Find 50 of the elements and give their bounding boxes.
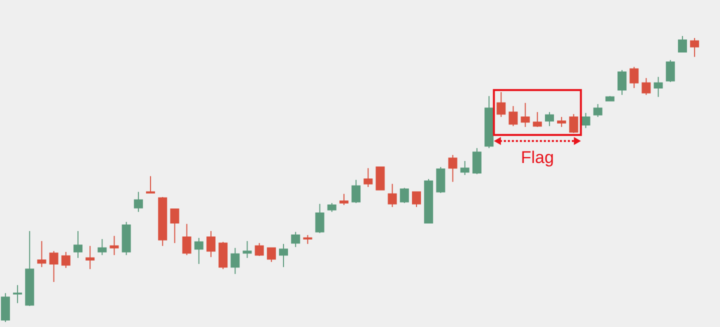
candlestick — [146, 176, 156, 194]
candlestick — [557, 116, 566, 128]
candlestick — [86, 245, 95, 270]
candlestick — [254, 242, 264, 256]
candlestick — [242, 240, 252, 258]
candlestick — [13, 284, 22, 304]
candlestick — [581, 112, 590, 129]
candlestick — [37, 240, 46, 268]
candlestick — [388, 183, 397, 208]
annotation: Flag — [520, 148, 554, 167]
candlestick — [666, 60, 675, 83]
candlestick — [134, 191, 143, 212]
candlestick — [352, 179, 361, 204]
candlestick — [315, 203, 324, 234]
candlestick — [436, 166, 446, 194]
candlestick — [460, 160, 470, 176]
candlestick — [448, 154, 458, 182]
candlestick — [508, 106, 518, 127]
candlestick — [194, 237, 204, 264]
candlestick — [690, 38, 700, 58]
candlestick — [182, 223, 192, 256]
candlestick — [618, 70, 627, 96]
candlestick — [61, 251, 70, 268]
candlestick — [412, 191, 421, 208]
candlestick — [0, 292, 10, 322]
candlestick — [532, 112, 542, 128]
candlestick — [472, 148, 482, 175]
candlestick — [520, 102, 530, 128]
candlestick — [206, 230, 216, 258]
candlestick — [642, 78, 651, 96]
candlestick — [364, 168, 373, 188]
candlestick — [569, 114, 578, 134]
candlestick — [73, 230, 82, 258]
candlestick — [170, 208, 180, 244]
candlestick — [630, 66, 639, 89]
candlestick — [496, 92, 506, 118]
candlestick — [110, 235, 119, 256]
candlestick — [376, 166, 385, 190]
candlestick — [49, 250, 58, 282]
candlestick — [230, 247, 240, 274]
candlestick — [654, 76, 663, 98]
candlestick — [291, 231, 300, 248]
candlestick — [593, 104, 602, 118]
candlestick — [98, 238, 107, 256]
candlestick — [544, 112, 554, 127]
candlestick — [400, 187, 409, 204]
candlestick — [339, 193, 348, 206]
candlestick — [279, 243, 288, 268]
candlestick — [266, 247, 276, 262]
candlestick — [678, 36, 687, 53]
